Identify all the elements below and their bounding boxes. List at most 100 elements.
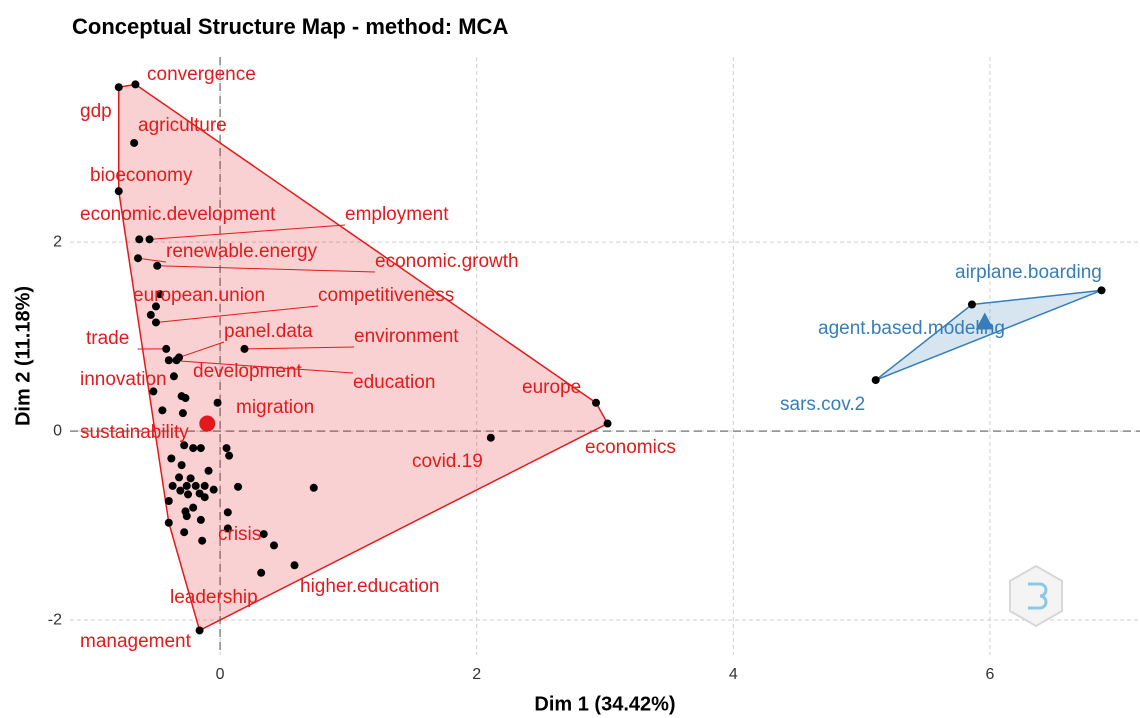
point-label: leadership: [170, 587, 258, 608]
point: [259, 530, 268, 539]
point-label: economic.growth: [375, 251, 519, 272]
centroid: [975, 312, 994, 330]
point: [189, 503, 198, 512]
point: [149, 387, 158, 396]
point: [167, 454, 176, 463]
point: [178, 409, 187, 418]
y-tick-label: 2: [53, 233, 62, 250]
point-label: covid.19: [412, 451, 483, 472]
point-label: management: [80, 631, 192, 652]
point-label: renewable.energy: [166, 241, 318, 262]
point: [240, 344, 249, 353]
point: [145, 235, 154, 244]
point: [155, 290, 164, 299]
leader-line: [244, 346, 355, 350]
y-tick-label: 0: [53, 422, 62, 439]
point: [175, 473, 184, 482]
x-tick-label: 4: [729, 666, 738, 683]
point: [177, 392, 186, 401]
logo: [1009, 564, 1063, 628]
point: [290, 561, 299, 570]
point: [135, 235, 144, 244]
point: [151, 318, 160, 327]
point: [114, 187, 123, 196]
point: [213, 398, 222, 407]
point: [177, 461, 186, 470]
point-label: employment: [345, 204, 449, 225]
point: [223, 508, 232, 517]
point: [164, 356, 173, 365]
point: [146, 310, 155, 319]
y-axis-label: Dim 2 (11.18%): [12, 286, 34, 426]
point: [223, 524, 232, 533]
point-label: european.union: [133, 285, 265, 306]
point-label: agriculture: [138, 115, 227, 136]
point: [164, 518, 173, 527]
point: [180, 528, 189, 537]
point: [234, 482, 243, 491]
point-label: airplane.boarding: [955, 262, 1102, 283]
point: [158, 406, 167, 415]
cluster-hull: [875, 289, 1102, 381]
leader-line: [157, 265, 376, 273]
centroid: [199, 415, 216, 432]
point: [200, 481, 209, 490]
leader-line: [168, 359, 354, 374]
point-label: economic.development: [80, 204, 276, 225]
point-label: trade: [86, 328, 129, 349]
point: [198, 536, 207, 545]
point: [603, 419, 612, 428]
point: [486, 433, 495, 442]
point-label: bioeconomy: [90, 165, 193, 186]
point: [191, 481, 200, 490]
point: [176, 486, 185, 495]
point-label: development: [193, 361, 303, 382]
point: [195, 626, 204, 635]
point-label: environment: [354, 326, 459, 347]
leader-line: [155, 305, 319, 323]
point: [592, 398, 601, 407]
x-tick-label: 0: [216, 666, 225, 683]
point: [1097, 286, 1106, 295]
cluster-hull: [118, 83, 609, 632]
point: [114, 83, 123, 92]
point: [162, 344, 171, 353]
point: [257, 568, 266, 577]
point-label: gdp: [80, 101, 112, 122]
point: [189, 444, 198, 453]
point: [168, 481, 177, 490]
point-label: panel.data: [224, 321, 313, 342]
point-label: higher.education: [300, 576, 439, 597]
point: [133, 254, 142, 263]
point: [153, 261, 162, 270]
point: [209, 485, 218, 494]
point: [269, 541, 278, 550]
point: [225, 451, 234, 460]
point: [180, 441, 189, 450]
point: [204, 466, 213, 475]
point: [309, 483, 318, 492]
chart-title: Conceptual Structure Map - method: MCA: [72, 14, 508, 39]
point: [182, 481, 191, 490]
point-label: competitiveness: [318, 285, 454, 306]
point-label: agent.based.modeling: [818, 318, 1005, 339]
point: [172, 356, 181, 365]
point: [131, 80, 140, 89]
point-label: sars.cov.2: [780, 394, 865, 415]
x-tick-label: 6: [985, 666, 994, 683]
point-label: europe: [522, 377, 581, 398]
point-label: crisis: [218, 524, 261, 545]
point: [184, 490, 193, 499]
point-label: innovation: [80, 369, 167, 390]
point: [164, 497, 173, 506]
point: [967, 300, 976, 309]
point: [196, 515, 205, 524]
leader-line: [137, 257, 167, 263]
point: [871, 376, 880, 385]
point-label: education: [353, 372, 435, 393]
point: [151, 302, 160, 311]
point-label: convergence: [147, 64, 256, 85]
point: [222, 444, 231, 453]
point: [130, 138, 139, 147]
